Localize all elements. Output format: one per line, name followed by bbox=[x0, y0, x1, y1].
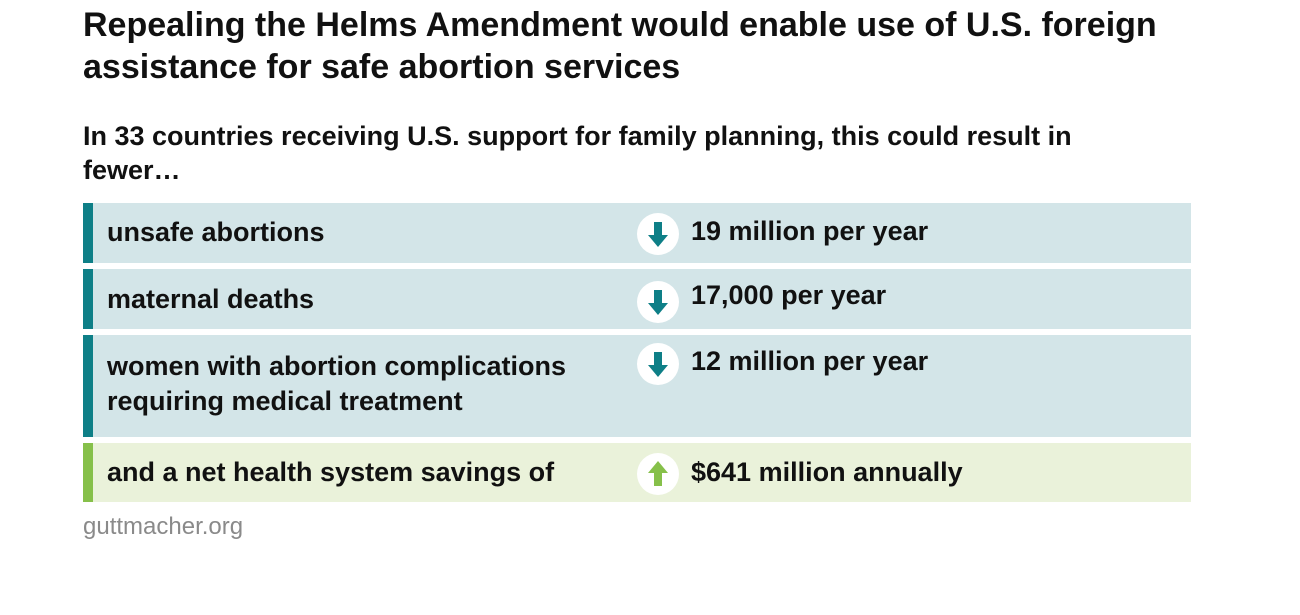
row-label: maternal deaths bbox=[107, 284, 315, 314]
row-value: 19 million per year bbox=[691, 216, 929, 246]
arrow-down-icon bbox=[637, 213, 679, 255]
row-accent-bar bbox=[83, 269, 93, 329]
impact-row-maternal-deaths: maternal deaths 17,000 per year bbox=[83, 269, 1191, 329]
impact-row-health-savings: and a net health system savings of $641 … bbox=[83, 443, 1191, 502]
impact-row-unsafe-abortions: unsafe abortions 19 million per year bbox=[83, 203, 1191, 263]
row-accent-bar bbox=[83, 443, 93, 502]
row-label: unsafe abortions bbox=[107, 217, 325, 247]
arrow-down-icon bbox=[637, 281, 679, 323]
row-label: women with abortion complications requir… bbox=[107, 351, 567, 416]
row-value: $641 million annually bbox=[691, 457, 963, 487]
arrow-down-icon bbox=[637, 343, 679, 385]
impact-table: unsafe abortions 19 million per year mat… bbox=[83, 203, 1191, 508]
row-accent-bar bbox=[83, 335, 93, 437]
row-value: 12 million per year bbox=[691, 346, 929, 376]
source-credit: guttmacher.org bbox=[83, 513, 244, 540]
row-value: 17,000 per year bbox=[691, 280, 887, 310]
page-title: Repealing the Helms Amendment would enab… bbox=[83, 6, 1157, 86]
arrow-up-icon bbox=[637, 453, 679, 495]
row-label: and a net health system savings of bbox=[107, 457, 555, 487]
row-accent-bar bbox=[83, 203, 93, 263]
subtitle: In 33 countries receiving U.S. support f… bbox=[83, 121, 1072, 185]
impact-row-abortion-complications: women with abortion complications requir… bbox=[83, 335, 1191, 437]
